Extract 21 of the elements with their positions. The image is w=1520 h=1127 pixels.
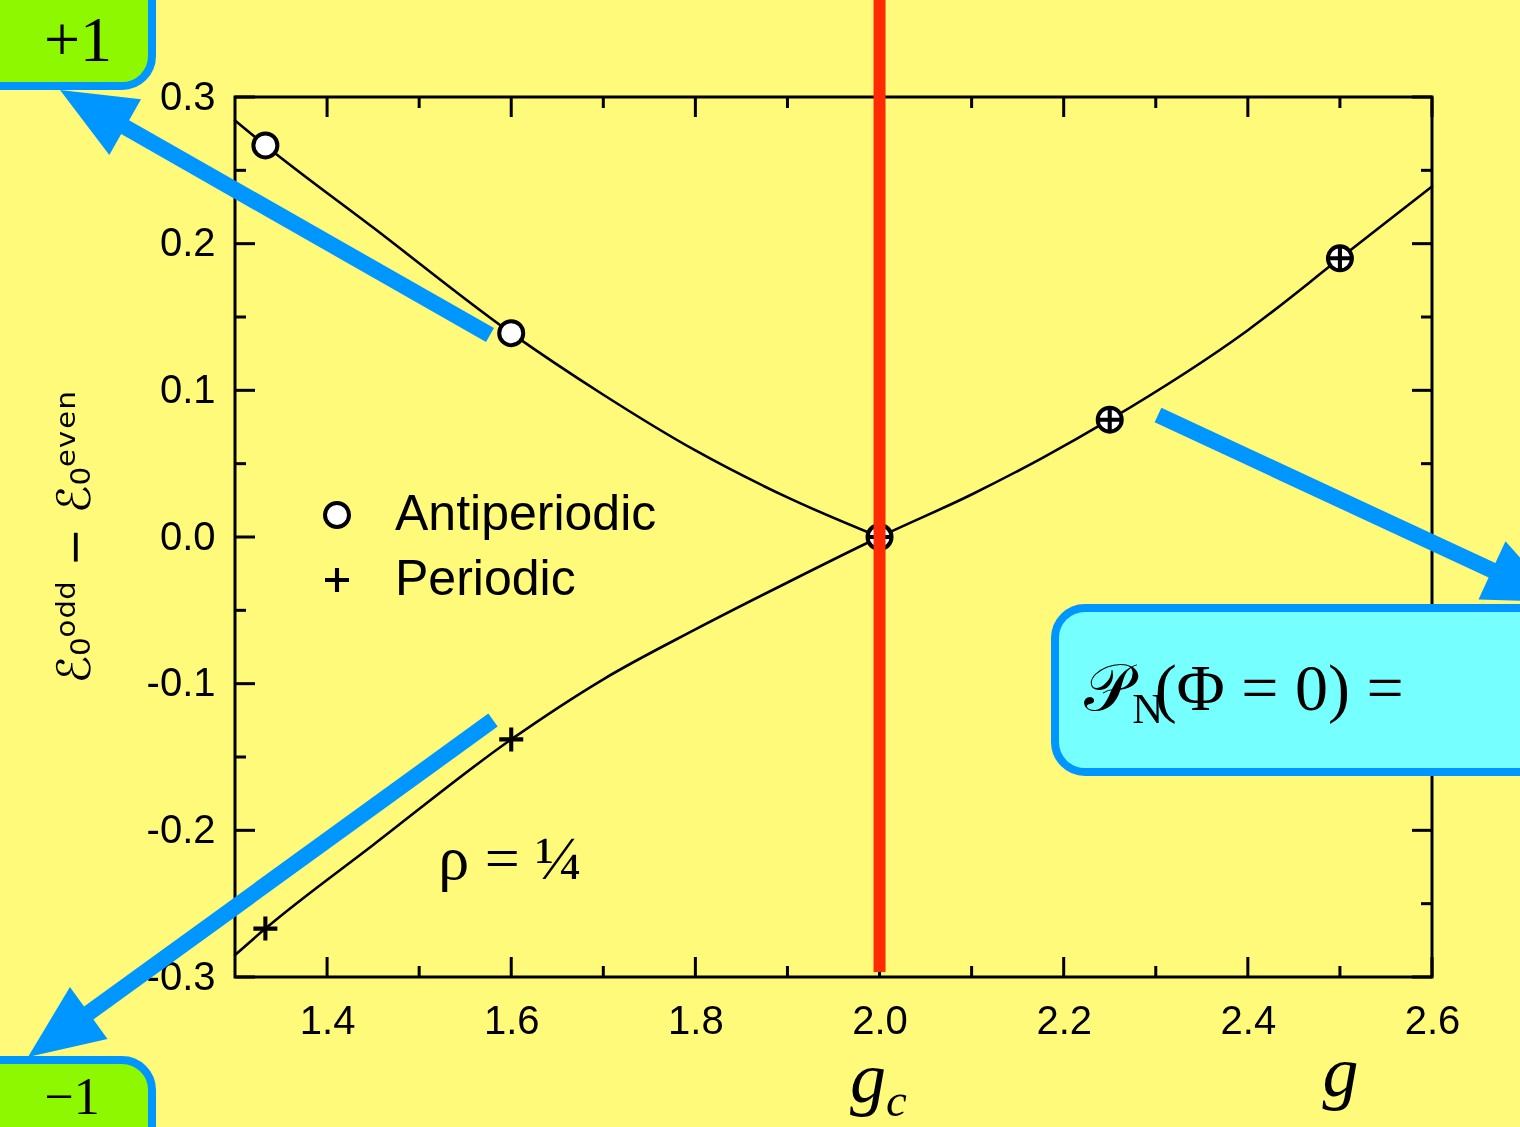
x-tick-label: 2.6 [1404,997,1461,1042]
text: −1 [44,1068,100,1125]
y-tick-label: 0.0 [159,513,216,558]
y-tick-label: -0.2 [146,806,216,851]
x-tick-label: 1.4 [299,997,356,1042]
x-axis-title: g [1322,1031,1359,1112]
legend-label: Antiperiodic [395,485,657,541]
annotation: ρ = ¼ [438,824,582,892]
y-tick-label: -0.3 [146,953,216,998]
legend-label: Periodic [395,550,576,606]
x-tick-label: 2.4 [1220,997,1277,1042]
text: +1 [43,4,113,75]
y-tick-label: 0.2 [159,220,216,265]
x-tick-label: 2.2 [1036,997,1092,1042]
x-tick-label: 1.8 [668,997,724,1042]
y-tick-label: 0.1 [159,366,216,411]
y-axis-title: ℰ₀ᵒᵈᵈ − ℰ₀ᵉᵛᵉⁿ [46,391,101,684]
y-tick-label: -0.1 [146,660,216,705]
y-tick-label: 0.3 [159,73,216,118]
x-tick-label: 2.0 [852,997,908,1042]
x-tick-label: 1.6 [483,997,540,1042]
